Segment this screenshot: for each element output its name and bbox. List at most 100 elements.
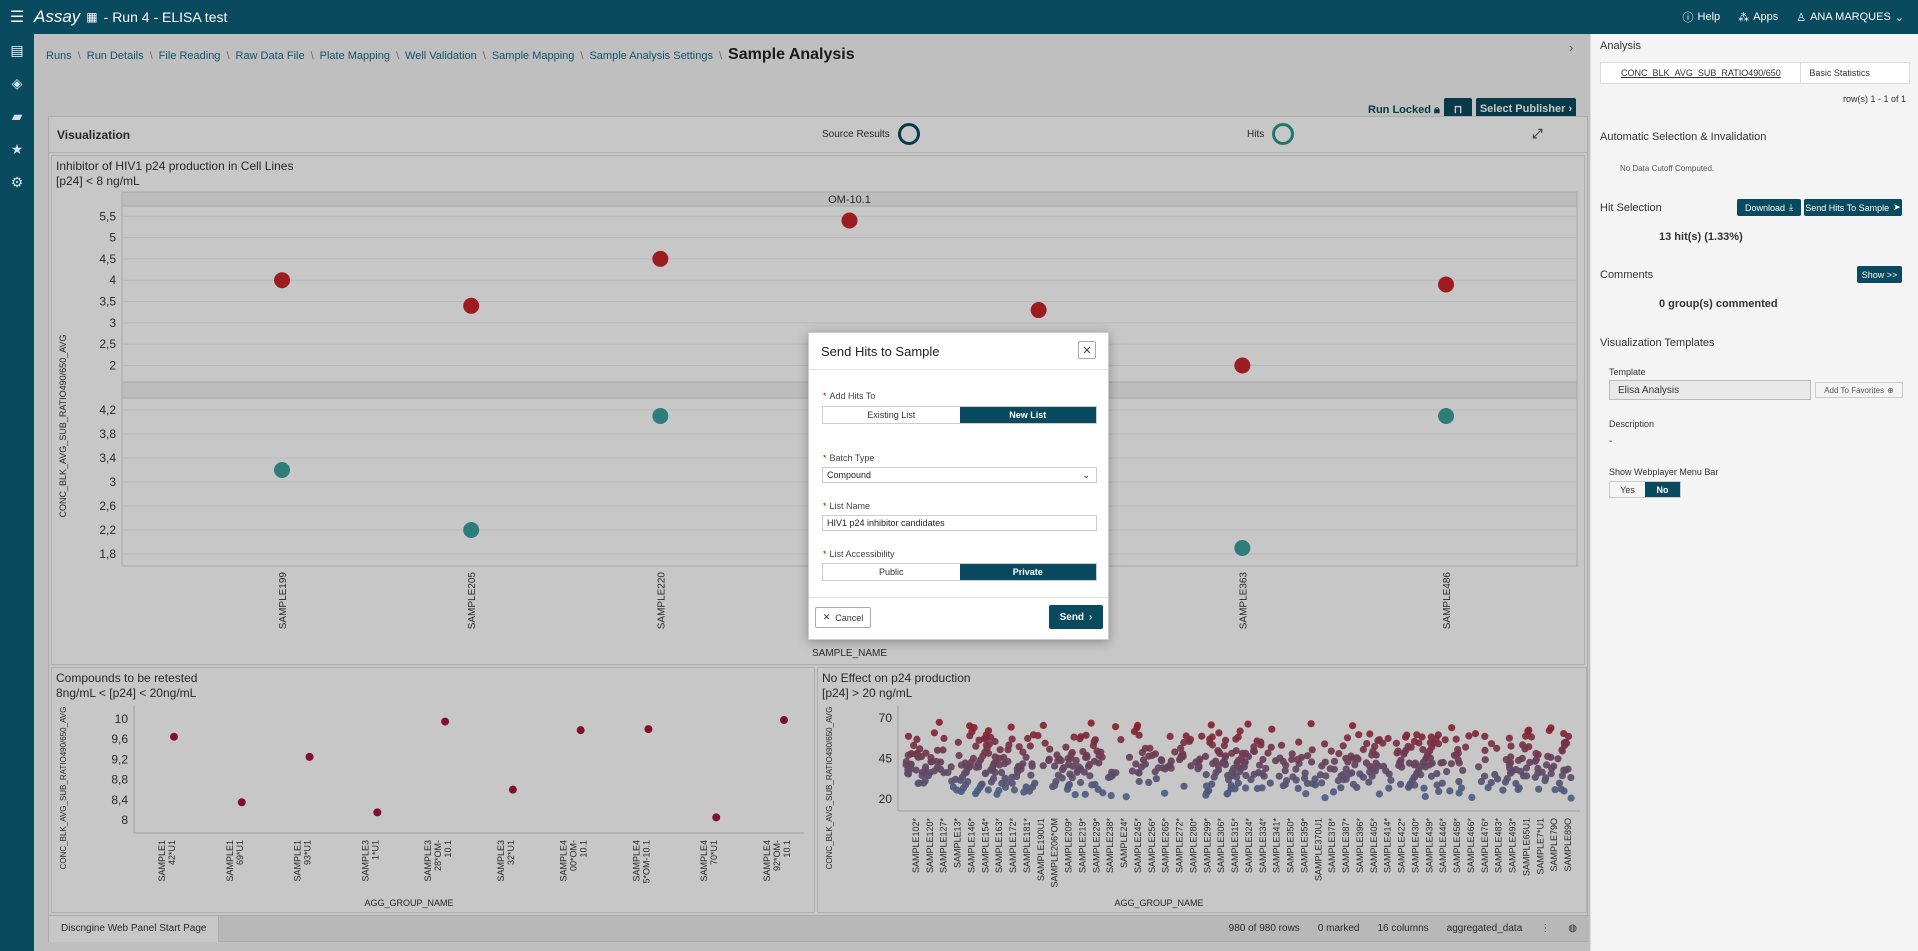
data-point: [274, 462, 291, 478]
data-point: [1330, 757, 1339, 765]
show-comments-button[interactable]: Show >>: [1857, 266, 1902, 283]
private-option[interactable]: Private: [959, 564, 1096, 580]
data-point: [1434, 731, 1442, 739]
x-tick-label: 93*U1: [303, 840, 313, 865]
show-menu-yes[interactable]: Yes: [1620, 484, 1635, 495]
data-point: [576, 726, 585, 735]
source-results-ring-icon: [897, 123, 920, 145]
data-point: [170, 732, 178, 741]
legend-source-results[interactable]: Source Results: [822, 123, 920, 145]
breadcrumb-item[interactable]: Runs: [46, 50, 72, 62]
analysis-table-col2[interactable]: Basic Statistics: [1809, 68, 1870, 78]
add-to-favorites-button[interactable]: Add To Favorites ⊕: [1815, 382, 1903, 398]
retest-chart-subtitle: 8ng/mL < [p24] < 20ng/mL: [56, 686, 197, 700]
app-logo[interactable]: Assay: [34, 7, 81, 26]
x-tick-label: SAMPLE341*: [1272, 818, 1282, 874]
x-tick-label: SAMPLE446*: [1438, 818, 1448, 874]
cube-icon[interactable]: ◈: [11, 75, 23, 91]
show-menu-no[interactable]: No: [1645, 482, 1680, 497]
data-point: [1039, 762, 1047, 770]
collapse-panel-icon[interactable]: ›: [1569, 40, 1574, 55]
data-table-name[interactable]: aggregated_data: [1446, 923, 1523, 934]
existing-list-option[interactable]: Existing List: [867, 410, 916, 420]
select-publisher-button[interactable]: Select Publisher ›: [1476, 98, 1576, 120]
send-hits-to-sample-button[interactable]: Send Hits To Sample ➤: [1804, 199, 1902, 216]
grid-icon[interactable]: ▦: [86, 10, 98, 24]
hamburger-menu-icon[interactable]: ☰: [9, 9, 25, 26]
breadcrumb-item[interactable]: File Reading: [158, 50, 221, 62]
x-tick-label: SAMPLE458*: [1452, 818, 1462, 874]
help-link[interactable]: ⓘ Help: [1682, 11, 1721, 24]
folder-icon[interactable]: ▰: [11, 108, 23, 124]
data-point: [1330, 765, 1338, 773]
x-tick-label: SAMPLE439*: [1424, 818, 1434, 874]
public-option[interactable]: Public: [878, 567, 904, 577]
y-tick-label: 8,8: [111, 773, 128, 787]
data-point: [905, 766, 913, 775]
send-button[interactable]: Send ›: [1049, 605, 1103, 629]
data-point: [1302, 790, 1310, 798]
data-point: [1558, 772, 1566, 780]
data-point: [1339, 742, 1347, 750]
y-tick-label: 4,5: [99, 252, 116, 266]
data-point: [996, 746, 1004, 754]
data-point: [1327, 747, 1335, 755]
breadcrumb-item[interactable]: Well Validation: [405, 50, 477, 62]
breadcrumb-item[interactable]: Run Details: [86, 50, 144, 62]
gear-icon[interactable]: ⚙: [10, 174, 24, 190]
data-point: [1258, 784, 1266, 792]
breadcrumb-item[interactable]: Raw Data File: [235, 50, 305, 62]
x-axis-label: AGG_GROUP_NAME: [364, 898, 453, 908]
more-vertical-icon[interactable]: ⋮: [1540, 923, 1551, 934]
close-icon: ✕: [822, 612, 831, 622]
data-point: [915, 779, 923, 787]
x-tick-label: SAMPLE190U1: [1036, 818, 1046, 881]
data-point: [990, 775, 998, 783]
run-locked-label: Run Locked 🔒︎: [1368, 104, 1440, 116]
template-select[interactable]: Elisa Analysis: [1609, 380, 1811, 400]
y-tick-label: 1,8: [99, 547, 116, 561]
data-point: [1266, 779, 1274, 787]
expand-icon[interactable]: ⤢: [1532, 126, 1543, 141]
no-effect-scatter-chart[interactable]: 70 45 20 SAMPLE102* SAMPLE120* SAMPLE127* SAMP…: [818, 668, 1588, 914]
x-tick-label: SAMPLE146*: [966, 818, 976, 874]
list-name-input[interactable]: HIV1 p24 inhibitor candidates: [822, 515, 1097, 531]
apps-link[interactable]: ⁂ Apps: [1738, 11, 1779, 24]
legend-hits[interactable]: Hits: [1247, 123, 1295, 145]
x-tick-label: SAMPLE370U1: [1313, 818, 1323, 881]
user-menu[interactable]: ♙ ANA MARQUES ⌄: [1796, 11, 1904, 24]
batch-type-select[interactable]: Compound ⌄: [822, 467, 1097, 483]
no-effect-chart-panel: No Effect on p24 production [p24] > 20 n…: [817, 667, 1587, 913]
breadcrumb-item[interactable]: Sample Analysis Settings: [589, 50, 713, 62]
data-point: [1329, 788, 1338, 796]
star-icon[interactable]: ★: [10, 141, 24, 157]
data-point: [1083, 753, 1091, 761]
x-tick-label: SAMPLE272*: [1175, 818, 1185, 874]
unlock-button[interactable]: ⊓: [1444, 98, 1472, 120]
unlock-icon: ⊓: [1453, 103, 1463, 116]
analysis-table-col1[interactable]: CONC_BLK_AVG_SUB_RATIO490/650: [1601, 63, 1802, 83]
breadcrumb-item[interactable]: Sample Mapping: [491, 50, 575, 62]
cancel-button[interactable]: ✕ Cancel: [815, 607, 871, 628]
close-icon[interactable]: ✕: [1078, 341, 1096, 359]
data-point: [1542, 774, 1550, 782]
data-point: [1180, 782, 1188, 790]
data-point: [955, 751, 963, 760]
data-point: [1403, 731, 1411, 739]
data-point: [1085, 760, 1094, 769]
data-point: [1292, 776, 1300, 784]
x-tick-label: SAMPLE1: [293, 840, 303, 882]
start-page-tab[interactable]: Discngine Web Panel Start Page: [49, 915, 220, 942]
data-point: [1519, 741, 1527, 749]
data-point: [237, 798, 246, 807]
new-list-option[interactable]: New List: [959, 407, 1096, 423]
globe-icon[interactable]: ◍: [1568, 923, 1577, 934]
download-button[interactable]: Download ⤓: [1737, 199, 1801, 216]
data-point: [1236, 727, 1244, 735]
x-tick-label: SAMPLE89O: [1563, 818, 1573, 872]
data-point: [652, 250, 669, 267]
document-icon[interactable]: ▤: [10, 42, 24, 58]
x-tick-label: SAMPLE280*: [1188, 818, 1198, 874]
breadcrumb-item[interactable]: Plate Mapping: [319, 50, 390, 62]
